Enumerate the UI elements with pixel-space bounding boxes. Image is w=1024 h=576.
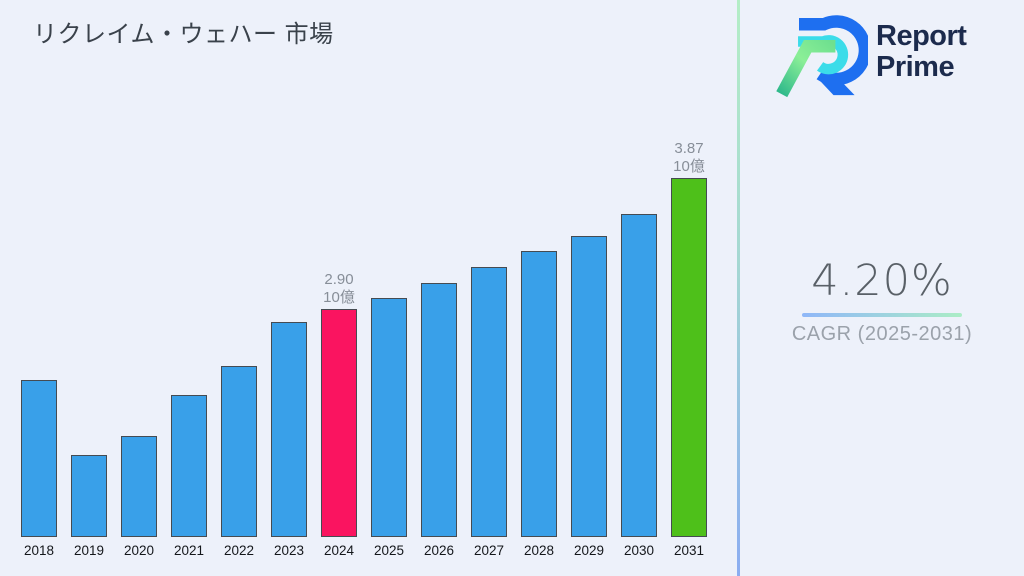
x-tick-2031: 2031 [673, 543, 705, 558]
bar-2024: 2.90 10億 [321, 271, 357, 537]
x-tick-2027: 2027 [473, 543, 505, 558]
x-tick-2024: 2024 [323, 543, 355, 558]
bar-column-2027 [471, 267, 507, 537]
bar-2031: 3.87 10億 [671, 140, 707, 537]
x-tick-2023: 2023 [273, 543, 305, 558]
cagr-block: 4.20% CAGR (2025-2031) [740, 256, 1024, 346]
bar-2021 [171, 395, 207, 537]
x-tick-2025: 2025 [373, 543, 405, 558]
logo-chevron-green [776, 40, 836, 98]
x-tick-2019: 2019 [73, 543, 105, 558]
bar-2028 [521, 251, 557, 537]
cagr-value: 4.20% [811, 256, 953, 306]
x-tick-2029: 2029 [573, 543, 605, 558]
bar-2020 [121, 436, 157, 537]
bar-column-2029 [571, 236, 607, 537]
bar-unit-2024: 10億 [323, 289, 355, 306]
bar-2027 [471, 267, 507, 537]
bar-2018 [21, 380, 57, 537]
bar-value-2031: 3.87 [674, 140, 704, 157]
bar-2026 [421, 283, 457, 537]
bar-column-2021 [171, 395, 207, 537]
bar-2029 [571, 236, 607, 537]
bar-2019 [71, 455, 107, 537]
bar-chart: 2.90 10億 3.87 10億 [21, 138, 707, 537]
bar-2025 [371, 298, 407, 537]
x-tick-2030: 2030 [623, 543, 655, 558]
report-prime-logo-icon [776, 15, 868, 98]
bar-2030 [621, 214, 657, 537]
bar-value-label-2024: 2.90 10億 [323, 271, 355, 307]
chart-title: リクレイム・ウェハー 市場 [33, 21, 334, 48]
cagr-underline [802, 313, 962, 317]
cagr-label: CAGR (2025-2031) [791, 323, 973, 345]
bar-column-2020 [121, 436, 157, 537]
x-tick-2022: 2022 [223, 543, 255, 558]
logo-word-prime: Prime [876, 51, 955, 83]
bar-column-2024: 2.90 10億 [321, 271, 357, 537]
x-axis-labels: 2018 2019 2020 2021 2022 2023 2024 2025 2026 2027… [21, 543, 707, 558]
report-prime-logo: Report Prime [776, 6, 967, 98]
x-tick-2026: 2026 [423, 543, 455, 558]
bar-column-2019 [71, 455, 107, 537]
logo-wordmark: Report Prime [876, 20, 967, 83]
bar-column-2030 [621, 214, 657, 537]
bar-column-2031: 3.87 10億 [671, 140, 707, 537]
x-tick-2018: 2018 [23, 543, 55, 558]
bar-column-2026 [421, 283, 457, 537]
bar-column-2025 [371, 298, 407, 537]
x-tick-2028: 2028 [523, 543, 555, 558]
right-panel: Report Prime 4.20% CAGR (2025-2031) [740, 0, 1024, 576]
bar-column-2028 [521, 251, 557, 537]
bar-column-2018 [21, 380, 57, 537]
bar-value-2024: 2.90 [324, 271, 354, 288]
bar-2023 [271, 322, 307, 537]
vertical-divider [737, 0, 740, 576]
logo-word-report: Report [876, 20, 967, 52]
bar-2022 [221, 366, 257, 537]
x-tick-2020: 2020 [123, 543, 155, 558]
bar-column-2022 [221, 366, 257, 537]
x-tick-2021: 2021 [173, 543, 205, 558]
bar-value-label-2031: 3.87 10億 [673, 140, 705, 176]
bar-column-2023 [271, 322, 307, 537]
bar-unit-2031: 10億 [673, 158, 705, 175]
